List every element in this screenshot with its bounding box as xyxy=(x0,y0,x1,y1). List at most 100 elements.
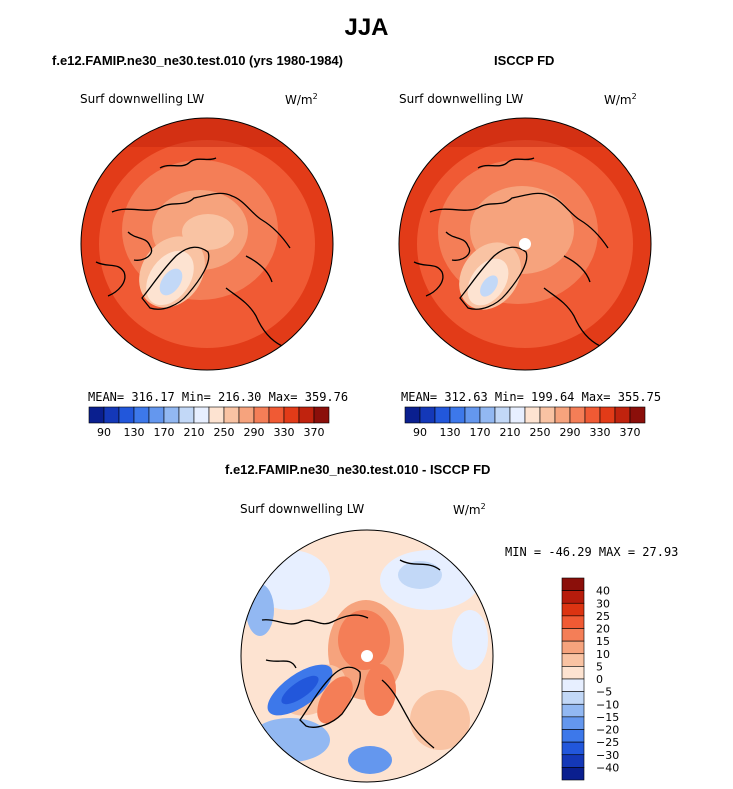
field-contour xyxy=(281,675,319,705)
colorbar-swatch xyxy=(88,406,105,424)
colorbar-tick-label: 130 xyxy=(440,426,461,439)
colorbar-tick-label: 290 xyxy=(244,426,265,439)
coastlines xyxy=(261,559,441,749)
panel-stats: MIN = -46.29 MAX = 27.93 xyxy=(505,545,679,559)
colorbar-swatch xyxy=(313,406,330,424)
colorbar-tick-label: 370 xyxy=(620,426,641,439)
colorbar-swatch xyxy=(419,406,436,424)
map-obs xyxy=(399,118,651,370)
colorbar-tick-label: 250 xyxy=(214,426,235,439)
colorbar-model: 90 130 170 210 250 290 330 370 xyxy=(88,406,330,439)
field-contour xyxy=(182,214,234,250)
colorbar-swatch xyxy=(599,406,616,424)
field-contour xyxy=(348,746,392,774)
colorbar-tick-label: 330 xyxy=(590,426,611,439)
colorbar-tick-label: −20 xyxy=(596,724,619,737)
colorbar-swatch xyxy=(561,590,585,604)
colorbar-swatch xyxy=(268,406,285,424)
colorbar-swatch xyxy=(561,741,585,756)
colorbar-tick-label: 5 xyxy=(596,660,603,673)
panel-stats: MEAN= 312.63 Min= 199.64 Max= 355.75 xyxy=(401,390,662,404)
colorbar-swatch xyxy=(283,406,300,424)
colorbar-tick-label: −25 xyxy=(596,736,619,749)
colorbar-swatch xyxy=(193,406,210,424)
colorbar-swatch xyxy=(561,754,585,768)
colorbar-tick-label: 210 xyxy=(184,426,205,439)
field-contour xyxy=(480,275,498,297)
field-contour xyxy=(452,610,488,670)
colorbar-swatch xyxy=(223,406,240,424)
colorbar-swatch xyxy=(298,406,315,424)
colorbar-swatch xyxy=(253,406,270,424)
colorbar-swatch xyxy=(561,703,585,718)
colorbar-tick-label: 30 xyxy=(596,597,610,610)
colorbar-swatch xyxy=(561,628,585,642)
colorbar-swatch xyxy=(561,666,585,680)
colorbar-tick-label: 250 xyxy=(530,426,551,439)
colorbar-swatch xyxy=(404,406,421,424)
colorbar-swatch xyxy=(494,406,511,424)
colorbar-obs: 90 130 170 210 250 290 330 370 xyxy=(404,406,646,439)
panel-units-label: W/m2 xyxy=(285,92,318,107)
field-contour xyxy=(159,268,183,296)
colorbar-tick-label: −10 xyxy=(596,698,619,711)
colorbar-tick-label: 25 xyxy=(596,610,610,623)
colorbar-swatch xyxy=(561,615,585,629)
panel-title-diff: f.e12.FAMIP.ne30_ne30.test.010 - ISCCP F… xyxy=(225,462,491,477)
colorbar-tick-label: 210 xyxy=(500,426,521,439)
field-contour xyxy=(398,561,442,589)
colorbar-swatch xyxy=(148,406,165,424)
colorbar-swatch xyxy=(614,406,631,424)
colorbar-swatch xyxy=(133,406,150,424)
colorbar-swatch xyxy=(561,577,585,591)
colorbar-tick-label: 90 xyxy=(413,426,427,439)
field-contour xyxy=(338,610,390,670)
colorbar-tick-label: 90 xyxy=(97,426,111,439)
colorbar-swatch xyxy=(449,406,466,424)
colorbar-tick-label: −40 xyxy=(596,761,619,774)
colorbar-tick-label: 370 xyxy=(304,426,325,439)
colorbar-swatch xyxy=(629,406,646,424)
map-model xyxy=(81,118,333,370)
colorbar-swatch xyxy=(208,406,225,424)
coastlines xyxy=(95,157,291,347)
colorbar-swatch xyxy=(584,406,601,424)
main-title: JJA xyxy=(344,14,389,41)
colorbar-swatch xyxy=(509,406,526,424)
colorbar-tick-label: 130 xyxy=(124,426,145,439)
colorbar-swatch xyxy=(118,406,135,424)
colorbar-swatch xyxy=(103,406,120,424)
colorbar-tick-label: 170 xyxy=(154,426,175,439)
colorbar-swatch xyxy=(561,729,585,743)
panel-units-label: W/m2 xyxy=(453,502,486,517)
colorbar-swatch xyxy=(163,406,180,424)
missing-data-pole xyxy=(519,238,531,250)
colorbar-swatch xyxy=(479,406,496,424)
colorbar-swatch xyxy=(561,678,585,692)
colorbar-swatch xyxy=(561,653,585,667)
colorbar-swatch xyxy=(561,767,585,781)
panel-title-model: f.e12.FAMIP.ne30_ne30.test.010 (yrs 1980… xyxy=(52,53,343,68)
colorbar-swatch xyxy=(464,406,481,424)
map-diff xyxy=(241,530,493,782)
panel-variable-label: Surf downwelling LW xyxy=(399,92,524,106)
colorbar-swatch xyxy=(561,691,585,705)
colorbar-swatch xyxy=(561,640,585,655)
colorbar-tick-label: 170 xyxy=(470,426,491,439)
panel-title-obs: ISCCP FD xyxy=(494,53,555,68)
colorbar-swatch xyxy=(569,406,586,424)
panel-variable-label: Surf downwelling LW xyxy=(80,92,205,106)
map-border xyxy=(398,117,652,371)
missing-data-pole xyxy=(361,650,373,662)
colorbar-tick-label: −30 xyxy=(596,749,619,762)
coastlines xyxy=(413,157,609,347)
colorbar-tick-label: −5 xyxy=(596,686,612,699)
map-border xyxy=(80,117,334,371)
colorbar-swatch xyxy=(554,406,571,424)
map-border xyxy=(240,529,494,783)
colorbar-tick-label: 0 xyxy=(596,673,603,686)
colorbar-swatch xyxy=(434,406,451,424)
colorbar-swatch xyxy=(539,406,556,424)
colorbar-tick-label: −15 xyxy=(596,711,619,724)
